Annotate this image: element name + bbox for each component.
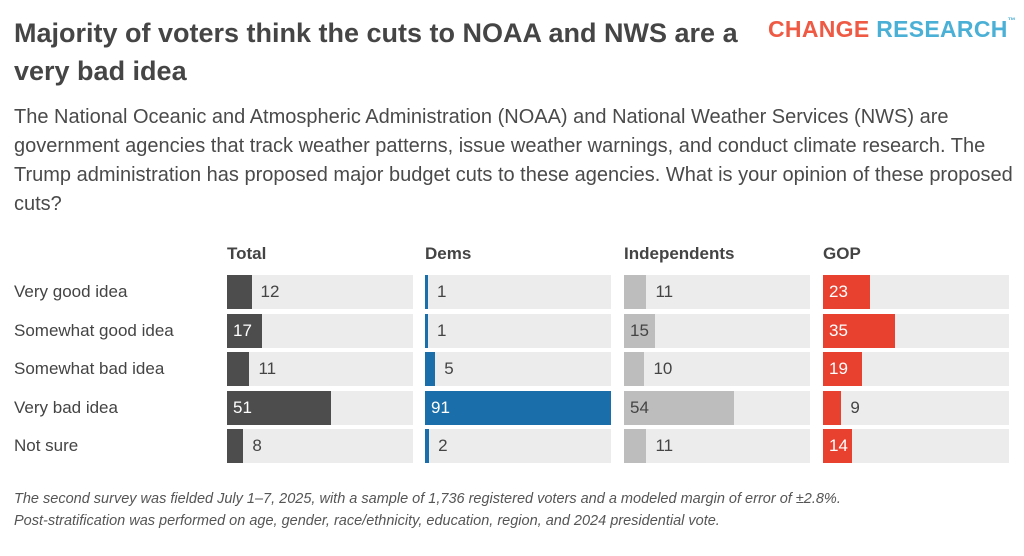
bar-value-label: 15 [630, 320, 649, 340]
bar [823, 275, 870, 309]
question-text: The National Oceanic and Atmospheric Adm… [14, 106, 1013, 215]
bar-value-label: 10 [653, 359, 673, 378]
bar-value-label: 51 [233, 397, 252, 417]
bar-value-label: 2 [438, 436, 448, 455]
grouped-bar-chart: Very good idea Somewhat good idea Somewhat… [0, 238, 1024, 468]
bar-track: 19 [823, 352, 1009, 386]
bar [227, 429, 244, 463]
bar [425, 275, 428, 309]
bar-track: 5 [425, 352, 611, 386]
logo-word-change: CHANGE [768, 16, 870, 42]
bar-track: 1 [425, 275, 611, 309]
bar [624, 313, 655, 348]
bar-track: 54 [624, 390, 810, 425]
bar-track: 17 [227, 313, 413, 348]
bar-track: 91 [425, 390, 611, 425]
bar [823, 352, 862, 386]
bar [425, 390, 611, 425]
bar [425, 429, 430, 463]
bar [624, 429, 647, 463]
bar-track: 9 [823, 390, 1009, 425]
bar-track: 14 [823, 429, 1009, 463]
bar [227, 352, 250, 386]
bar-track: 11 [624, 275, 810, 309]
bar-value-label: 54 [630, 397, 649, 417]
bar-value-label: 91 [431, 397, 450, 417]
column-header: Independents [624, 244, 735, 263]
bar [624, 352, 645, 386]
bar-value-label: 14 [829, 436, 848, 455]
bar [425, 313, 428, 348]
column-header: Total [227, 244, 267, 263]
bar-track: 2 [425, 429, 611, 463]
bar [624, 275, 647, 309]
bar [227, 313, 262, 348]
bar [823, 313, 895, 348]
logo-word-research: RESEARCH [876, 16, 1008, 42]
bar-track: 1 [425, 313, 611, 348]
bar [624, 390, 735, 425]
column-header: Dems [425, 244, 472, 263]
bar-track: 35 [823, 313, 1009, 348]
bar-value-label: 1 [437, 282, 447, 301]
logo-trademark: ™ [1007, 16, 1016, 25]
bar [227, 390, 332, 425]
bar [425, 352, 436, 386]
bar-value-label: 1 [437, 320, 447, 340]
footnote-line-2: Post-stratification was performed on age… [14, 513, 720, 529]
bar-value-label: 11 [655, 436, 674, 455]
row-label: Very good idea [14, 282, 128, 301]
footnote: The second survey was fielded July 1–7, … [14, 488, 1014, 532]
bar [823, 429, 852, 463]
bar-track: 15 [624, 313, 810, 348]
bar-value-label: 5 [444, 359, 454, 378]
bar-value-label: 8 [252, 436, 262, 455]
bar-value-label: 17 [233, 320, 252, 340]
bar-track: 51 [227, 390, 413, 425]
bar-value-label: 35 [829, 320, 848, 340]
bar-track: 11 [624, 429, 810, 463]
bar-track: 8 [227, 429, 413, 463]
row-label: Very bad idea [14, 397, 118, 417]
row-label: Somewhat good idea [14, 320, 174, 340]
bar-track: 11 [227, 352, 413, 386]
bar-value-label: 12 [260, 282, 280, 301]
bar-value-label: 11 [655, 282, 674, 301]
bar-value-label: 23 [829, 282, 848, 301]
row-label: Not sure [14, 436, 79, 455]
bar [227, 275, 252, 309]
bar-value-label: 11 [258, 359, 277, 378]
footnote-line-1: The second survey was fielded July 1–7, … [14, 491, 841, 507]
bar-value-label: 9 [850, 397, 860, 417]
bar [823, 390, 842, 425]
bar-value-label: 19 [829, 359, 848, 378]
bar-track: 10 [624, 352, 810, 386]
bar-track: 12 [227, 275, 413, 309]
bar-track: 23 [823, 275, 1009, 309]
row-label: Somewhat bad idea [14, 359, 165, 378]
column-header: GOP [823, 244, 861, 263]
change-research-logo: CHANGE RESEARCH™ [768, 16, 1016, 43]
chart-title: Majority of voters think the cuts to NOA… [14, 18, 738, 86]
